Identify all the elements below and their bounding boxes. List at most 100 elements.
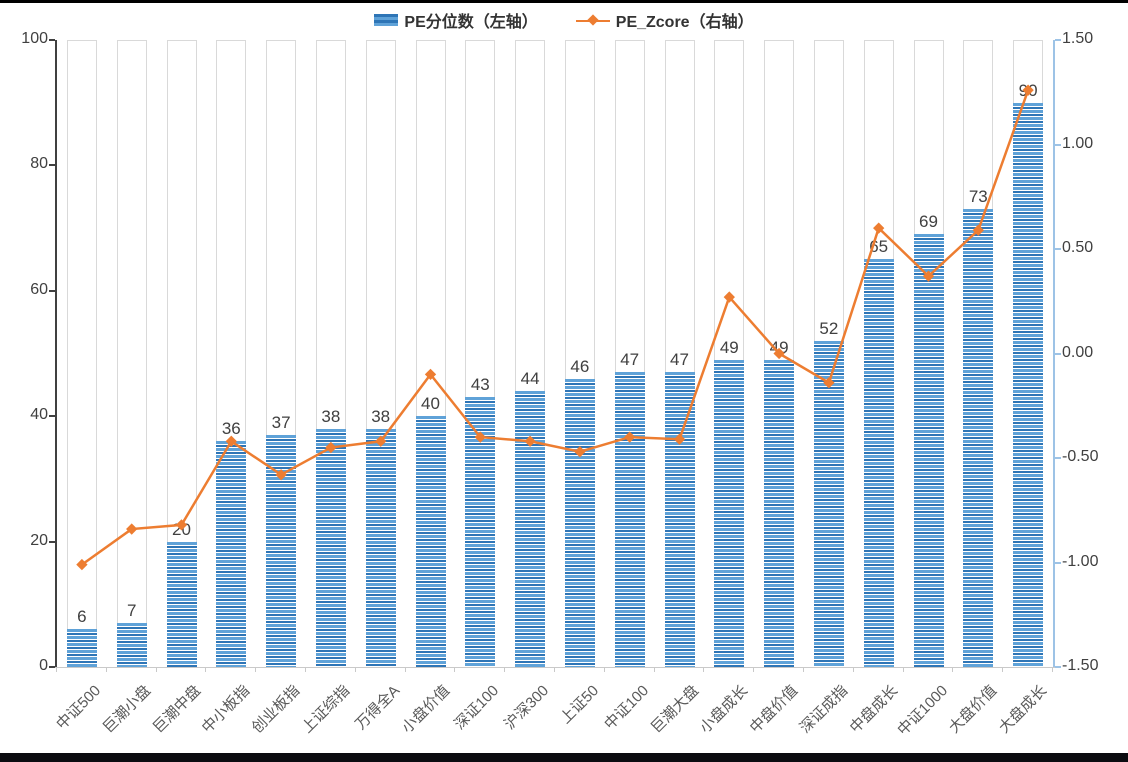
bottom-axis-tick [952,667,954,672]
line-series-pe-zscore [76,84,1034,571]
bottom-axis-tick [404,667,406,672]
right-axis-tick-label: -1.00 [1062,552,1099,570]
category-label: 上证综指 [298,682,354,737]
line-marker-diamond [175,519,188,531]
bottom-axis-tick [554,667,555,672]
right-axis-tick [1055,666,1061,668]
left-axis-tick-label: 80 [30,155,48,173]
figure-top-border [0,0,1128,3]
line-marker-diamond [922,270,935,282]
right-axis-tick-label: 1.00 [1062,134,1094,152]
right-axis-tick [1055,561,1061,564]
line-diamond-icon [575,13,610,27]
left-axis-tick [49,540,55,543]
chart-legend: PE分位数（左轴） PE_Zcore（右轴） [0,8,1128,32]
category-label: 沪深300 [501,682,553,734]
bar-pe-percentile [415,416,446,667]
bar-pe-percentile [764,359,795,667]
bar-value-label: 47 [620,350,640,370]
category-label: 创业板指 [248,682,304,737]
bar-value-label: 40 [421,394,440,414]
bottom-axis-tick [155,667,157,672]
left-axis-tick-label: 100 [21,30,48,47]
line-marker-diamond [524,435,536,447]
legend-label: PE_Zcore（右轴） [615,14,754,31]
bar-value-label: 7 [126,601,137,621]
category-label: 小盘成长 [696,682,752,737]
bar-pe-percentile [564,378,595,667]
bar-value-label: 38 [321,406,341,426]
category-label: 中证100 [600,682,652,734]
line-marker-diamond [823,377,835,389]
line-marker-diamond [624,431,636,443]
bottom-axis-tick [305,667,306,672]
bar-pe-percentile [913,234,944,667]
bar-value-label: 46 [570,356,590,376]
bottom-axis-tick [454,667,456,672]
category-label: 巨潮大盘 [647,682,702,737]
bar-pe-percentile [614,372,645,667]
bottom-axis-tick [902,667,904,672]
line-marker-diamond [424,368,437,381]
category-label: 大盘成长 [995,682,1051,737]
line-marker-diamond [325,441,337,454]
left-axis-tick [49,289,55,292]
bar-pe-percentile [365,428,396,667]
bottom-axis-tick [1002,667,1004,672]
legend-label: PE分位数（左轴） [404,14,538,31]
bar-pe-percentile [315,428,346,667]
right-axis-tick-label: 0.50 [1062,239,1094,256]
bar-value-label: 36 [221,419,241,439]
bar-value-label: 69 [919,212,938,232]
line-marker-diamond [972,224,984,236]
line-marker-diamond [275,469,287,481]
left-axis-tick-label: 20 [30,531,48,549]
bar-value-label: 6 [77,607,87,627]
bar-pe-percentile [714,359,745,667]
bottom-axis-tick [205,667,207,672]
bar-pe-percentile [66,629,97,667]
category-label: 中盘价值 [746,682,802,737]
left-axis-tick [49,39,55,41]
line-marker-diamond [723,291,735,303]
bar-pe-percentile [116,623,147,667]
left-axis-tick-label: 40 [30,406,48,424]
line-marker-diamond [873,222,885,234]
right-axis-tick [1055,143,1061,146]
bar-pe-percentile [863,259,894,667]
right-axis-tick-label: -0.50 [1062,448,1099,465]
line-marker-diamond [474,431,486,443]
line-marker-diamond [1022,84,1034,96]
bottom-axis-tick [653,667,655,672]
legend-item-pe-zscore: PE_Zcore（右轴） [575,8,754,32]
category-label: 中盘成长 [846,682,901,737]
bar-pe-percentile [166,541,197,667]
striped-bar-icon [374,13,399,27]
right-axis-tick-label: -1.50 [1062,657,1099,674]
bottom-axis-tick [255,667,257,672]
bar-pe-percentile [813,340,844,667]
bar-value-label: 44 [520,369,540,389]
category-label: 万得全A [351,682,403,734]
bar-value-label: 49 [769,337,789,357]
category-label: 巨潮中盘 [149,682,204,737]
category-label: 中证1000 [893,682,951,739]
right-axis-tick-label: 0.00 [1062,343,1094,361]
bottom-axis-tick [852,667,854,672]
legend-item-pe-percentile: PE分位数（左轴） [374,8,538,32]
bottom-axis-tick [753,667,755,672]
bar-pe-percentile [1013,102,1044,667]
plot-area: 67203637383840434446474749495265697390 [57,40,1053,667]
left-axis-tick-label: 60 [30,280,48,298]
bottom-axis-tick [1052,667,1053,672]
bottom-axis-line [55,667,1055,668]
bar-value-label: 73 [968,187,988,207]
bar-value-label: 47 [670,350,689,370]
bar-value-label: 37 [271,413,291,432]
bottom-axis-tick [603,667,605,672]
category-label: 中小板指 [198,682,254,737]
left-axis-tick [49,415,55,418]
right-axis-tick [1055,352,1061,355]
right-axis-tick [1055,457,1061,459]
